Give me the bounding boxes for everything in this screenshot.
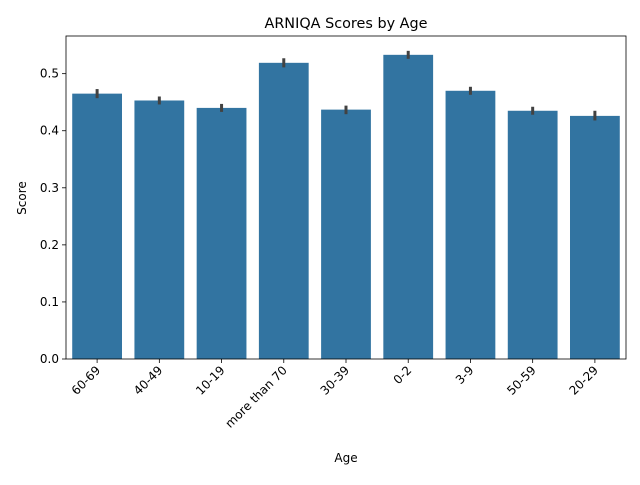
bar-4 xyxy=(321,109,371,360)
bar-3 xyxy=(258,62,309,359)
y-tick-label-4: 0.4 xyxy=(40,124,59,138)
bar-7 xyxy=(507,110,558,359)
y-tick-label-1: 0.1 xyxy=(40,295,59,309)
y-tick-label-5: 0.5 xyxy=(40,67,59,81)
y-tick-label-0: 0.0 xyxy=(40,352,59,366)
bar-1 xyxy=(134,100,185,360)
bar-6 xyxy=(445,90,496,359)
bar-0 xyxy=(72,93,122,359)
y-tick-label-3: 0.3 xyxy=(40,181,59,195)
bar-5 xyxy=(383,54,434,359)
bar-8 xyxy=(570,115,620,359)
chart-title: ARNIQA Scores by Age xyxy=(264,16,427,32)
x-axis-label: Age xyxy=(334,451,357,465)
plot-frame xyxy=(65,35,627,360)
y-tick-label-2: 0.2 xyxy=(40,238,59,252)
bar-2 xyxy=(196,107,247,360)
y-axis-label: Score xyxy=(15,181,29,215)
